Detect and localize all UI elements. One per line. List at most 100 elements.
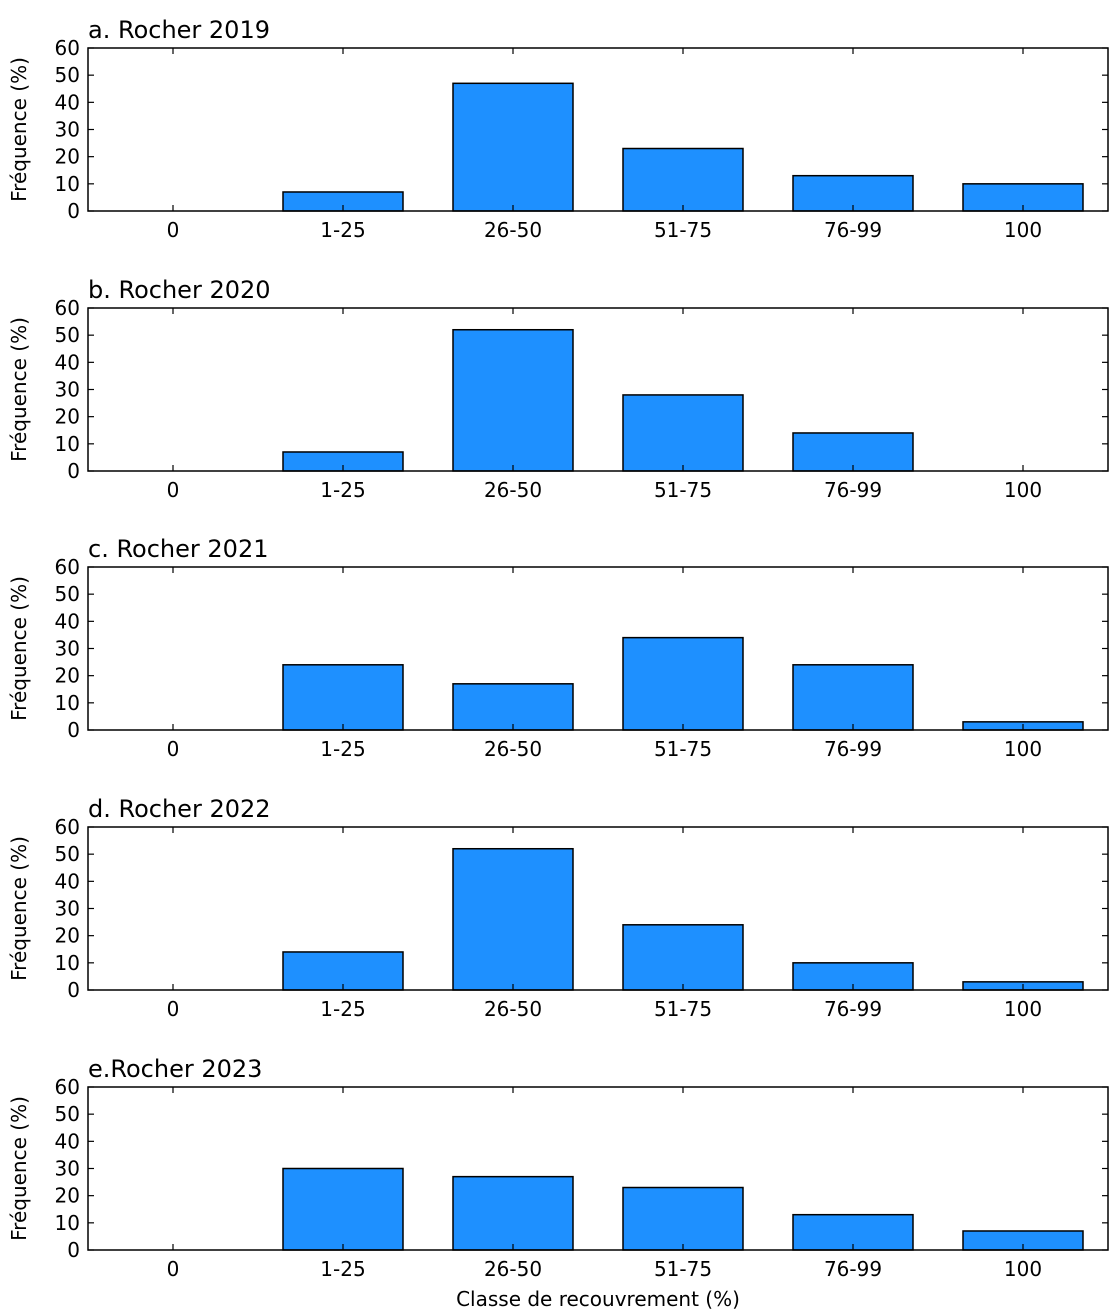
y-tick-label: 20 xyxy=(55,145,80,169)
bar-26-50 xyxy=(452,328,574,472)
chart-panel-2: c. Rocher 2021 Fréquence (%) 0 1-25 26-50 51-… xyxy=(7,535,1109,761)
plot-frame xyxy=(87,826,1109,991)
x-tick-label: 76-99 xyxy=(824,218,882,242)
y-tick-label: 0 xyxy=(67,459,80,483)
chart-panel-1: b. Rocher 2020 Fréquence (%) 0 1-25 26-50 51-… xyxy=(7,276,1109,502)
x-tick-label: 26-50 xyxy=(484,218,542,242)
bar-1-25 xyxy=(282,1167,404,1251)
x-tick-label: 0 xyxy=(167,1257,180,1281)
x-tick-label: 26-50 xyxy=(484,478,542,502)
x-tick-label: 100 xyxy=(1004,218,1042,242)
y-axis-label: Fréquence (%) xyxy=(7,57,31,202)
x-tick-label: 0 xyxy=(167,737,180,761)
y-tick-label: 30 xyxy=(55,1157,80,1181)
x-axis-label: Classe de recouvrement (%) xyxy=(456,1287,740,1311)
x-tick-label: 100 xyxy=(1004,737,1042,761)
y-tick-label: 50 xyxy=(55,63,80,87)
y-tick-label: 40 xyxy=(55,869,80,893)
y-axis-label: Fréquence (%) xyxy=(7,836,31,981)
y-tick-label: 40 xyxy=(55,609,80,633)
x-tick-label: 51-75 xyxy=(654,218,712,242)
x-tick-label: 76-99 xyxy=(824,737,882,761)
y-tick-label: 60 xyxy=(55,296,80,320)
x-tick-label: 26-50 xyxy=(484,737,542,761)
panel-title: a. Rocher 2019 xyxy=(88,16,270,44)
y-tick-label: 30 xyxy=(55,378,80,402)
panel-title: c. Rocher 2021 xyxy=(88,535,268,563)
x-tick-label: 100 xyxy=(1004,1257,1042,1281)
chart-panel-3: d. Rocher 2022 Fréquence (%) 0 1-25 26-50 51-… xyxy=(7,795,1109,1021)
y-tick-label: 30 xyxy=(55,637,80,661)
x-tick-label: 0 xyxy=(167,218,180,242)
panel-title: d. Rocher 2022 xyxy=(88,795,271,823)
y-tick-label: 20 xyxy=(55,405,80,429)
x-tick-label: 51-75 xyxy=(654,1257,712,1281)
y-tick-label: 20 xyxy=(55,1184,80,1208)
x-tick-label: 1-25 xyxy=(320,737,365,761)
y-tick-label: 50 xyxy=(55,323,80,347)
y-tick-label: 0 xyxy=(67,978,80,1002)
plot-frame xyxy=(87,47,1109,212)
x-tick-label: 100 xyxy=(1004,997,1042,1021)
bar-51-75 xyxy=(622,147,744,212)
bar-51-75 xyxy=(622,636,744,731)
x-tick-label: 26-50 xyxy=(484,997,542,1021)
bar-26-50 xyxy=(452,683,574,731)
bar-51-75 xyxy=(622,1186,744,1251)
chart-panel-0: a. Rocher 2019 Fréquence (%) 0 1-25 26-50 51-… xyxy=(7,16,1109,242)
y-tick-label: 0 xyxy=(67,1238,80,1262)
x-tick-label: 100 xyxy=(1004,478,1042,502)
x-tick-label: 51-75 xyxy=(654,737,712,761)
chart-panel-4: e.Rocher 2023 Fréquence (%) 0 1-25 26-50 51-7… xyxy=(7,1055,1109,1311)
bar-1-25 xyxy=(282,664,404,731)
panel-title: b. Rocher 2020 xyxy=(88,276,271,304)
x-tick-label: 51-75 xyxy=(654,478,712,502)
y-tick-label: 10 xyxy=(55,1211,80,1235)
x-tick-label: 1-25 xyxy=(320,1257,365,1281)
y-tick-label: 20 xyxy=(55,924,80,948)
x-tick-label: 76-99 xyxy=(824,478,882,502)
y-tick-label: 50 xyxy=(55,842,80,866)
y-tick-label: 60 xyxy=(55,36,80,60)
y-tick-label: 30 xyxy=(55,118,80,142)
bar-26-50 xyxy=(452,1175,574,1251)
y-tick-label: 0 xyxy=(67,199,80,223)
y-tick-label: 60 xyxy=(55,555,80,579)
x-tick-label: 76-99 xyxy=(824,1257,882,1281)
y-tick-label: 40 xyxy=(55,1129,80,1153)
x-tick-label: 26-50 xyxy=(484,1257,542,1281)
plot-frame xyxy=(87,566,1109,731)
y-tick-label: 10 xyxy=(55,691,80,715)
bar-51-75 xyxy=(622,394,744,472)
y-tick-label: 50 xyxy=(55,1102,80,1126)
y-tick-label: 50 xyxy=(55,582,80,606)
y-tick-label: 10 xyxy=(55,172,80,196)
y-tick-label: 40 xyxy=(55,350,80,374)
y-axis-label: Fréquence (%) xyxy=(7,317,31,462)
y-tick-label: 10 xyxy=(55,432,80,456)
bar-51-75 xyxy=(622,924,744,991)
y-tick-label: 40 xyxy=(55,90,80,114)
y-axis-label: Fréquence (%) xyxy=(7,576,31,721)
bar-76-99 xyxy=(792,664,914,731)
bar-26-50 xyxy=(452,82,574,212)
y-tick-label: 10 xyxy=(55,951,80,975)
panel-title: e.Rocher 2023 xyxy=(88,1055,262,1083)
y-tick-label: 0 xyxy=(67,718,80,742)
y-tick-label: 20 xyxy=(55,664,80,688)
bar-26-50 xyxy=(452,847,574,991)
x-tick-label: 1-25 xyxy=(320,218,365,242)
x-tick-label: 0 xyxy=(167,478,180,502)
y-tick-label: 60 xyxy=(55,1075,80,1099)
plot-frame xyxy=(87,1086,1109,1251)
x-tick-label: 51-75 xyxy=(654,997,712,1021)
y-tick-label: 60 xyxy=(55,815,80,839)
y-tick-label: 30 xyxy=(55,897,80,921)
x-tick-label: 1-25 xyxy=(320,478,365,502)
plot-frame xyxy=(87,307,1109,472)
x-tick-label: 0 xyxy=(167,997,180,1021)
x-tick-label: 1-25 xyxy=(320,997,365,1021)
x-tick-label: 76-99 xyxy=(824,997,882,1021)
y-axis-label: Fréquence (%) xyxy=(7,1096,31,1241)
